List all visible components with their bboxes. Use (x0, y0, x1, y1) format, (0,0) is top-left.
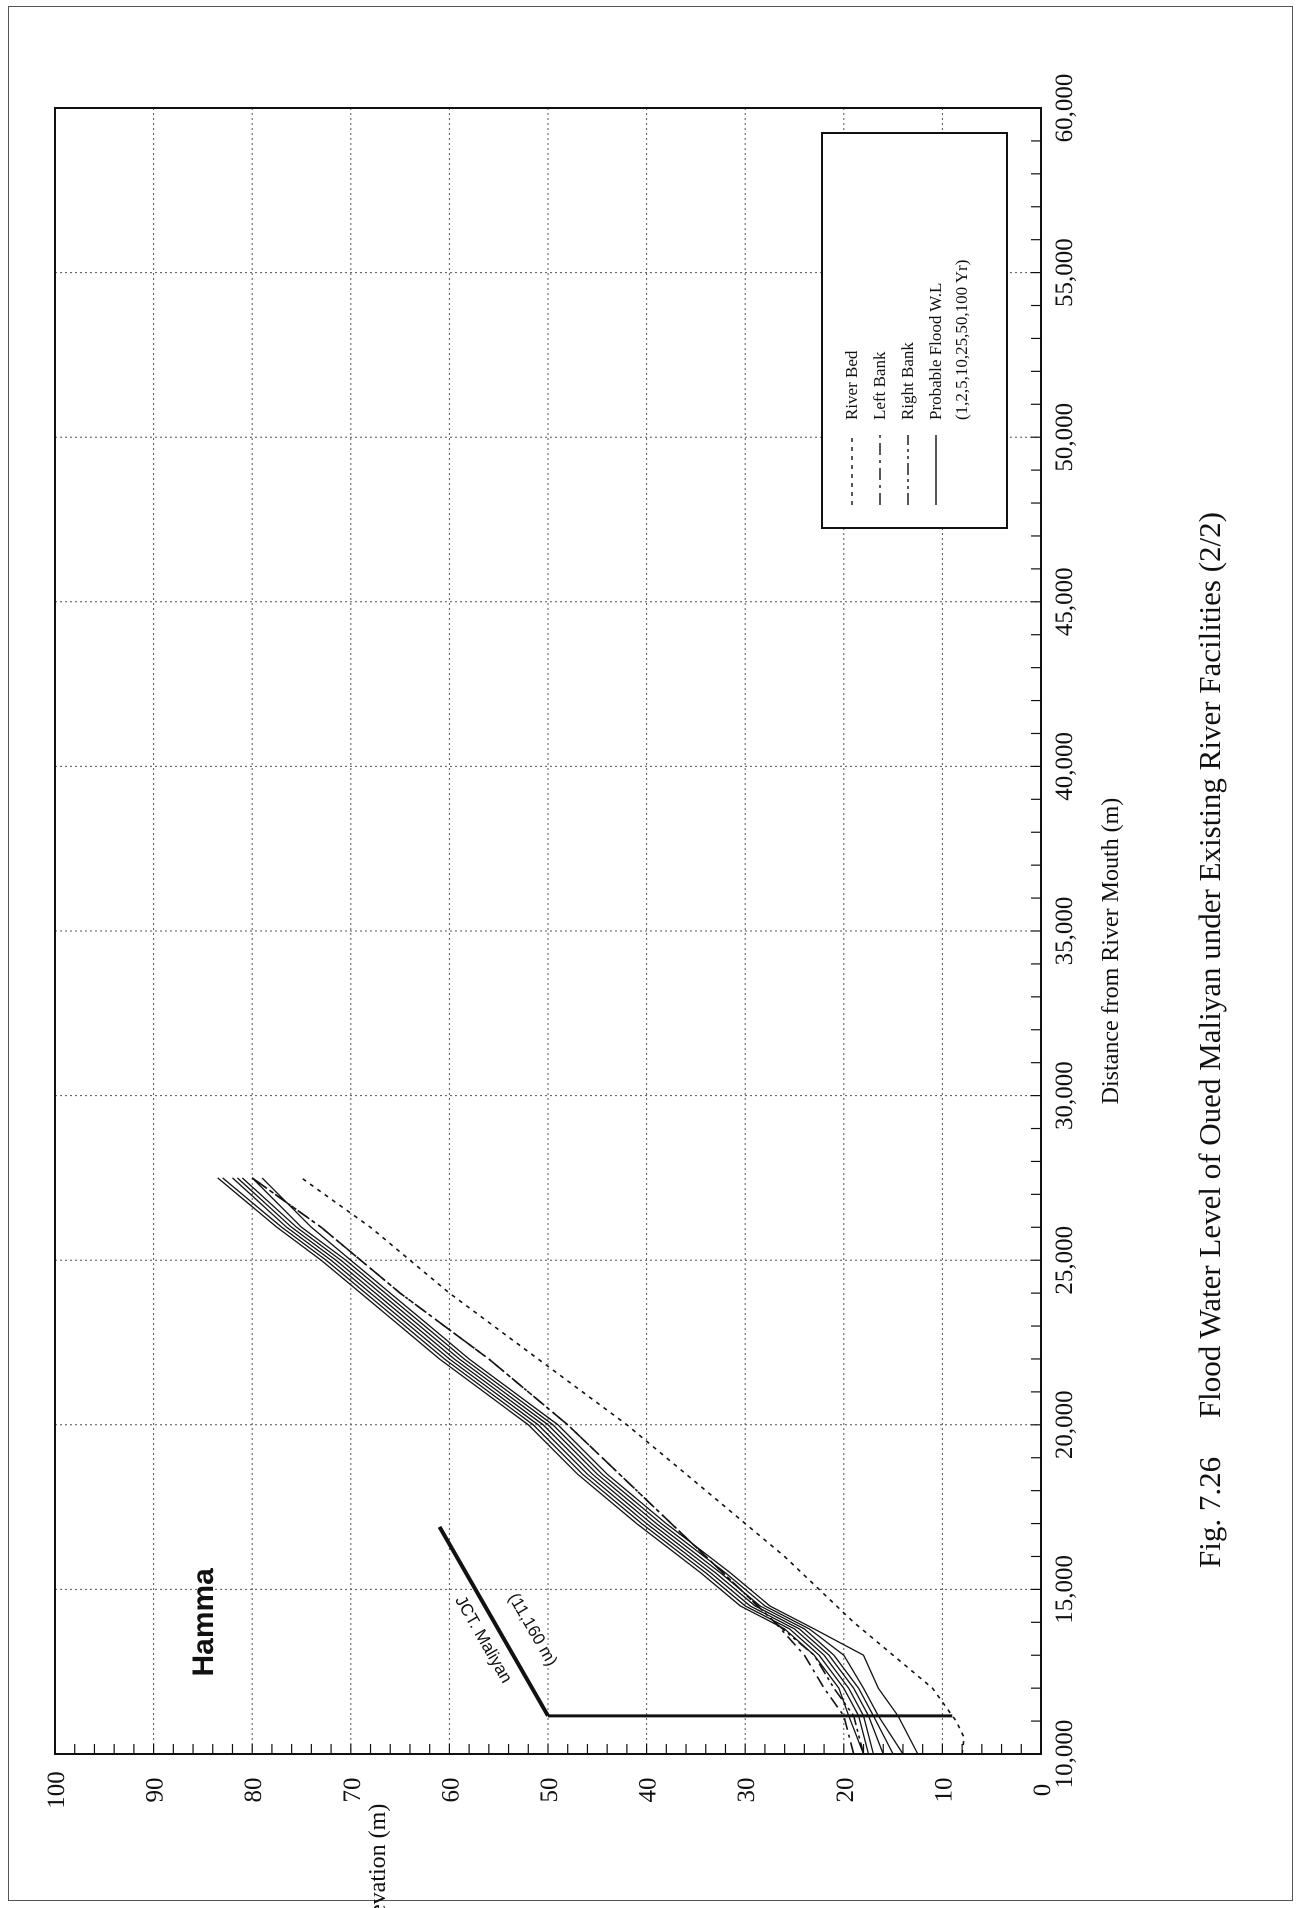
series-line-5 (251, 1177, 904, 1755)
series-line-4 (261, 1177, 919, 1755)
legend: River Bed Left Bank Right Bank Probable Flo… (821, 132, 1008, 529)
minor-ticks (54, 107, 1042, 1755)
legend-label: (1,2,5,10,25,50,100 Yr) (952, 260, 971, 420)
y-tick-label: 10 (930, 1778, 957, 1803)
junction-marker (437, 1525, 953, 1718)
y-tick-label: 0 (1029, 1784, 1056, 1797)
x-tick-label: 50,000 (1051, 403, 1078, 472)
series-line-2 (251, 1177, 855, 1755)
x-tick-label: 45,000 (1051, 567, 1078, 636)
legend-label: Left Bank (870, 351, 889, 420)
series-line-3 (251, 1177, 865, 1755)
x-tick-label: 15,000 (1051, 1555, 1078, 1624)
y-tick-label: 100 (43, 1771, 70, 1809)
series-line-7 (236, 1177, 884, 1755)
y-tick-label: 20 (832, 1778, 859, 1803)
legend-label: Probable Flood W.L (926, 283, 945, 420)
x-tick-label: 55,000 (1051, 238, 1078, 307)
series-line-1 (301, 1177, 965, 1755)
series-line-10 (217, 1177, 865, 1755)
series-line-6 (241, 1177, 894, 1755)
y-tick-label: 60 (437, 1778, 464, 1803)
y-tick-label: 90 (142, 1778, 169, 1803)
x-tick-label: 60,000 (1051, 74, 1078, 143)
series-line-9 (222, 1177, 870, 1755)
x-tick-label: 35,000 (1051, 897, 1078, 966)
junction-diagonal-line (437, 1525, 550, 1717)
y-tick-label: 30 (733, 1778, 760, 1803)
legend-label: River Bed (842, 350, 861, 420)
series-line-8 (232, 1177, 875, 1755)
legend-label: Right Bank (898, 342, 917, 420)
legend-box (821, 132, 1008, 529)
annotation-hamma: Hamma (187, 1568, 220, 1677)
y-axis-label: Elevation (m) (365, 1804, 391, 1908)
y-tick-label: 50 (536, 1778, 563, 1803)
page-frame (8, 6, 1293, 1901)
annotations: Hamma JCT. Maliyan(11,160 m) (187, 1568, 562, 1686)
x-tick-label: 25,000 (1051, 1226, 1078, 1295)
x-tick-label: 20,000 (1051, 1390, 1078, 1459)
series-lines (217, 1177, 965, 1755)
y-tick-label: 40 (635, 1778, 662, 1803)
y-tick-label: 70 (339, 1778, 366, 1803)
figure-caption: Fig. 7.26 Flood Water Level of Oued Mali… (1192, 512, 1227, 1568)
tick-labels: 0 10 20 30 40 50 60 70 80 90 100 10,000 15,000 20,000… (43, 74, 1078, 1809)
x-tick-label: 10,000 (1051, 1720, 1078, 1789)
x-axis-label: Distance from River Mouth (m) (1098, 798, 1124, 1105)
x-tick-label: 40,000 (1051, 732, 1078, 801)
y-tick-label: 80 (240, 1778, 267, 1803)
x-tick-label: 30,000 (1051, 1061, 1078, 1130)
